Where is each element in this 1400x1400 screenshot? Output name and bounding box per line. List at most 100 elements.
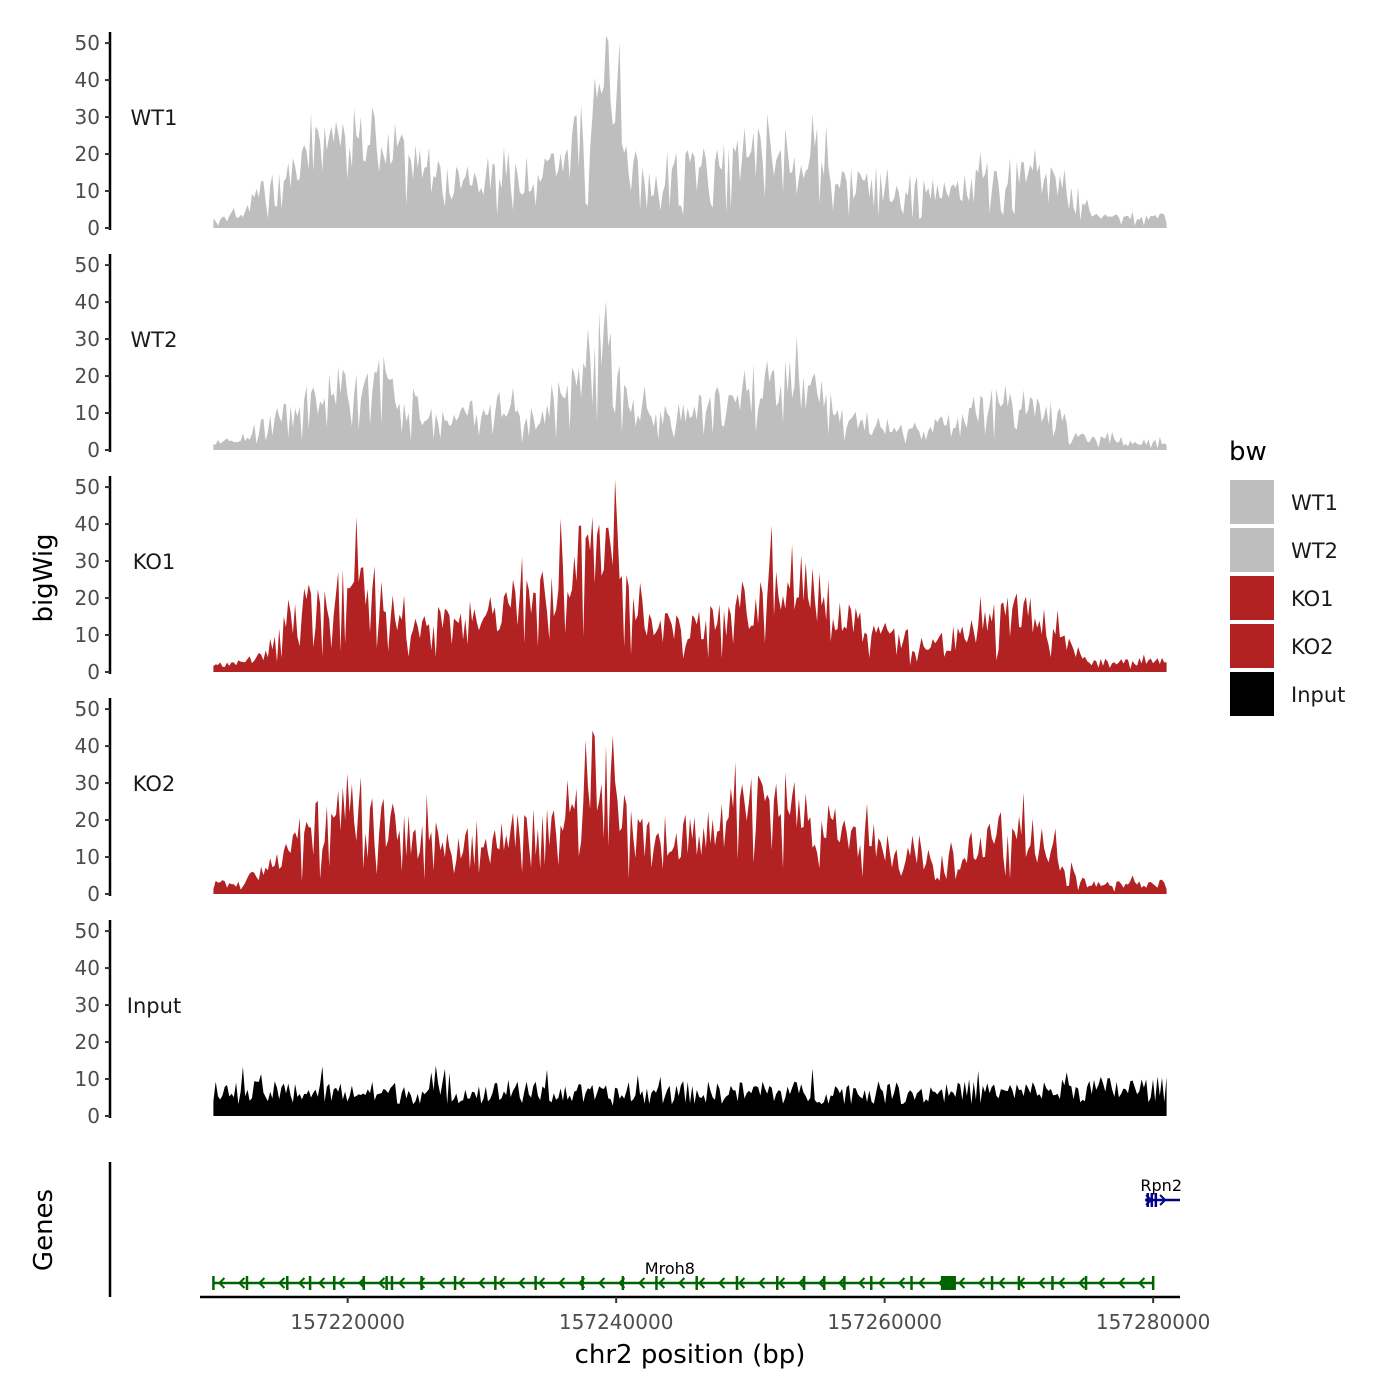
strand-arrow (878, 1277, 886, 1289)
gene-rpn2: Rpn2 (1140, 1176, 1182, 1207)
coverage-tracks: 0 10 20 30 40 50 WT1 0 10 20 30 40 50 WT2 0 10 20 30 40 50 K… (75, 31, 1167, 1128)
track-label: KO2 (133, 772, 176, 796)
y-tick-label: 10 (75, 179, 100, 203)
y-tick-label: 30 (75, 327, 100, 351)
exon (910, 1276, 913, 1290)
strand-arrow (978, 1277, 986, 1289)
legend-title: bw (1229, 437, 1267, 467)
exon (308, 1276, 312, 1290)
y-tick-label: 30 (75, 549, 100, 573)
y-tick-label: 0 (87, 438, 100, 462)
legend-label-wt2: WT2 (1291, 539, 1338, 563)
coverage-area (213, 479, 1167, 672)
exon (385, 1276, 388, 1290)
strand-arrow (438, 1277, 446, 1289)
strand-arrow (398, 1277, 406, 1289)
strand-arrow (498, 1277, 506, 1289)
exon (1154, 1193, 1158, 1207)
strand-arrow (258, 1277, 266, 1289)
strand-arrow (778, 1277, 786, 1289)
x-axis-title: chr2 position (bp) (575, 1340, 806, 1370)
strand-arrow (1078, 1277, 1086, 1289)
exon (1146, 1193, 1150, 1207)
legend: bw WT1 WT2 KO1 KO2 Input (1229, 437, 1345, 716)
x-tick-label: 157280000 (1096, 1310, 1211, 1334)
strand-arrow (458, 1277, 466, 1289)
y-tick-label: 0 (87, 1104, 100, 1128)
y-tick-label: 50 (75, 253, 100, 277)
exon (1150, 1193, 1154, 1207)
exon (420, 1276, 423, 1290)
strand-arrow (698, 1277, 706, 1289)
legend-label-ko1: KO1 (1291, 587, 1334, 611)
y-tick-label: 40 (75, 290, 100, 314)
y-tick-label: 0 (87, 882, 100, 906)
strand-arrow (378, 1277, 386, 1289)
strand-arrow (1159, 1194, 1167, 1206)
strand-arrow (318, 1277, 326, 1289)
exon (1084, 1276, 1088, 1290)
strand-arrow (478, 1277, 486, 1289)
strand-arrow (1038, 1277, 1046, 1289)
exon (776, 1276, 779, 1290)
y-tick-label: 0 (87, 216, 100, 240)
exon (581, 1276, 584, 1290)
track-panel-input: 0 10 20 30 40 50 Input (75, 919, 1167, 1128)
legend-swatch-ko1 (1230, 576, 1274, 620)
x-axis: 157220000 157240000 157260000 157280000 (200, 1295, 1211, 1334)
track-panel-ko2: 0 10 20 30 40 50 KO2 (75, 697, 1167, 906)
legend-label-wt1: WT1 (1291, 491, 1338, 515)
legend-swatch-wt1 (1230, 480, 1274, 524)
track-label: WT1 (131, 106, 178, 130)
exon (390, 1276, 394, 1290)
strand-arrow (558, 1277, 566, 1289)
strand-arrow (338, 1277, 346, 1289)
exon (735, 1276, 739, 1290)
strand-arrow (858, 1277, 866, 1289)
track-label: KO1 (133, 550, 176, 574)
y-tick-label: 20 (75, 1030, 100, 1054)
track-label: WT2 (131, 328, 178, 352)
y-tick-label: 20 (75, 364, 100, 388)
strand-arrow (598, 1277, 606, 1289)
strand-arrow (658, 1277, 666, 1289)
y-tick-label: 30 (75, 105, 100, 129)
legend-swatch-ko2 (1230, 624, 1274, 668)
legend-label-input: Input (1291, 683, 1345, 707)
y-tick-label: 10 (75, 623, 100, 647)
track-panel-ko1: 0 10 20 30 40 50 KO1 (75, 475, 1167, 684)
y-tick-label: 50 (75, 475, 100, 499)
gene-mroh8: Mroh8 (212, 1259, 1155, 1290)
strand-arrow (898, 1277, 906, 1289)
exon (944, 1276, 956, 1290)
genes-axis-title: Genes (29, 1189, 59, 1271)
y-tick-label: 40 (75, 68, 100, 92)
strand-arrow (738, 1277, 746, 1289)
gene-label: Rpn2 (1140, 1176, 1182, 1195)
strand-arrow (238, 1277, 246, 1289)
exon (534, 1276, 537, 1290)
coverage-area (213, 1065, 1167, 1116)
exon (286, 1276, 289, 1290)
exon (869, 1276, 873, 1290)
exon (655, 1276, 658, 1290)
legend-swatch-wt2 (1230, 528, 1274, 572)
y-tick-label: 0 (87, 660, 100, 684)
legend-swatch-input (1230, 672, 1274, 716)
strand-arrow (798, 1277, 806, 1289)
y-tick-label: 20 (75, 142, 100, 166)
exon (332, 1276, 336, 1290)
y-tick-label: 10 (75, 1067, 100, 1091)
y-tick-label: 50 (75, 697, 100, 721)
y-tick-label: 20 (75, 586, 100, 610)
exon (695, 1276, 698, 1290)
strand-arrow (818, 1277, 826, 1289)
strand-arrow (838, 1277, 846, 1289)
exon (494, 1276, 497, 1290)
strand-arrow (278, 1277, 286, 1289)
strand-arrow (918, 1277, 926, 1289)
coverage-area (213, 300, 1167, 450)
track-panel-wt1: 0 10 20 30 40 50 WT1 (75, 31, 1167, 240)
exon (1151, 1276, 1155, 1290)
x-tick-label: 157260000 (827, 1310, 942, 1334)
